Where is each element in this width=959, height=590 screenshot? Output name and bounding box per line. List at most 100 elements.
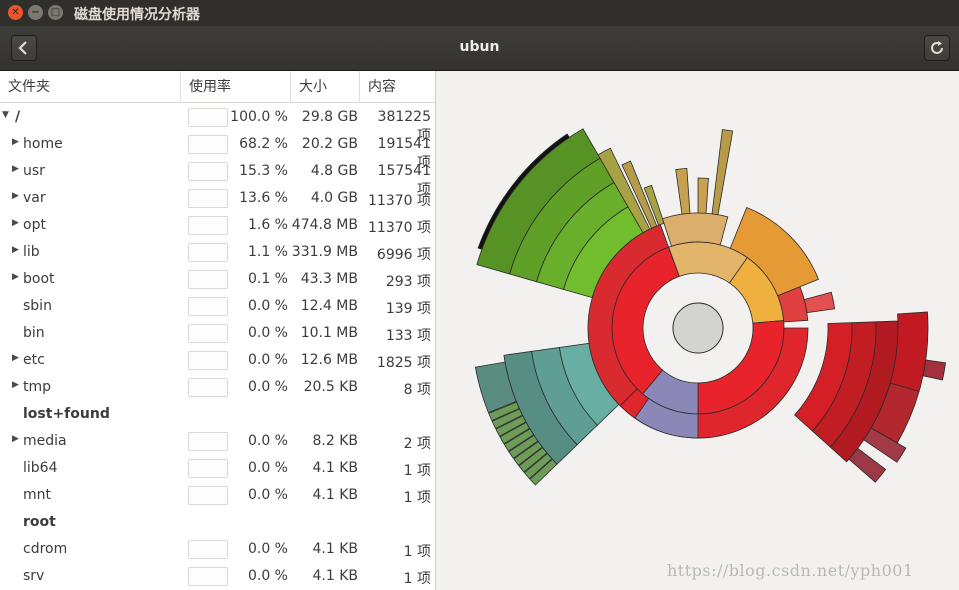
folder-name: bin bbox=[23, 325, 45, 341]
folder-name: etc bbox=[23, 352, 45, 368]
table-row[interactable]: cdrom 0.0 % 4.1 KB 1 项 bbox=[0, 536, 435, 563]
chevron-left-icon bbox=[18, 41, 27, 55]
folder-name: sbin bbox=[23, 298, 52, 314]
expander-open-icon[interactable]: ▼ bbox=[2, 110, 9, 120]
boot-subdir-segment[interactable] bbox=[711, 129, 734, 216]
folder-size: 20.2 GB bbox=[301, 136, 358, 152]
home-subdir-segment[interactable] bbox=[922, 359, 947, 381]
usr-edge-segment[interactable] bbox=[477, 133, 570, 250]
table-row[interactable]: ▶ tmp 0.0 % 20.5 KB 8 项 bbox=[0, 374, 435, 401]
table-row[interactable]: lib64 0.0 % 4.1 KB 1 项 bbox=[0, 455, 435, 482]
table-row[interactable]: ▶ opt 1.6 % 474.8 MB 11370 项 bbox=[0, 212, 435, 239]
expander-closed-icon[interactable]: ▶ bbox=[12, 164, 19, 174]
boot-subdir-segment[interactable] bbox=[697, 177, 709, 214]
expander-closed-icon[interactable]: ▶ bbox=[12, 272, 19, 282]
table-row[interactable]: srv 0.0 % 4.1 KB 1 项 bbox=[0, 563, 435, 590]
folder-name: cdrom bbox=[23, 541, 68, 557]
table-row[interactable]: ▶ boot 0.1 % 43.3 MB 293 项 bbox=[0, 266, 435, 293]
root-center-circle[interactable] bbox=[672, 302, 724, 354]
usage-percent: 13.6 % bbox=[239, 190, 288, 206]
folder-name: mnt bbox=[23, 487, 51, 503]
expander-closed-icon[interactable]: ▶ bbox=[12, 137, 19, 147]
expander-closed-icon[interactable]: ▶ bbox=[12, 380, 19, 390]
folder-size: 10.1 MB bbox=[300, 325, 358, 341]
usage-percent: 1.6 % bbox=[247, 217, 288, 233]
table-row[interactable]: ▶ etc 0.0 % 12.6 MB 1825 项 bbox=[0, 347, 435, 374]
usr-inner-segment[interactable] bbox=[587, 224, 670, 407]
home-subdir-segment[interactable] bbox=[863, 427, 907, 463]
folder-tree-panel: 文件夹 使用率 大小 内容 ▼ / 100.0 % 29.8 GB 381225 项 ▶ h… bbox=[0, 71, 436, 590]
item-count: 293 项 bbox=[385, 274, 431, 290]
column-header-folder[interactable]: 文件夹 bbox=[0, 71, 181, 103]
item-count: 11370 项 bbox=[368, 220, 431, 236]
table-row[interactable]: ▼ / 100.0 % 29.8 GB 381225 项 bbox=[0, 104, 435, 144]
var-subdir-segment[interactable] bbox=[474, 361, 517, 414]
folder-name: tmp bbox=[23, 379, 52, 395]
var-subdir-segment[interactable] bbox=[495, 415, 527, 437]
lib-subdir-segment[interactable] bbox=[803, 291, 836, 314]
usage-bar bbox=[188, 297, 228, 316]
boot-subdir-segment[interactable] bbox=[675, 167, 691, 215]
var-subdir-segment[interactable] bbox=[491, 408, 523, 430]
usage-bar bbox=[188, 162, 228, 181]
window-maximize-button[interactable]: □ bbox=[48, 5, 63, 20]
folder-name: lost+found bbox=[23, 406, 110, 422]
table-row[interactable]: ▶ media 0.0 % 8.2 KB 2 项 bbox=[0, 428, 435, 455]
table-row[interactable]: root bbox=[0, 509, 435, 536]
expander-closed-icon[interactable]: ▶ bbox=[12, 191, 19, 201]
window-close-button[interactable]: ✕ bbox=[8, 5, 23, 20]
usage-bar bbox=[188, 189, 228, 208]
expander-closed-icon[interactable]: ▶ bbox=[12, 353, 19, 363]
column-header-usage[interactable]: 使用率 bbox=[181, 71, 291, 103]
folder-size: 20.5 KB bbox=[303, 379, 358, 395]
item-count: 381225 项 bbox=[377, 109, 431, 144]
disk-usage-ring-chart[interactable] bbox=[437, 71, 959, 590]
folder-name: opt bbox=[23, 217, 46, 233]
expander-closed-icon[interactable]: ▶ bbox=[12, 218, 19, 228]
usage-percent: 0.0 % bbox=[247, 541, 288, 557]
table-row[interactable]: lost+found bbox=[0, 401, 435, 428]
item-count: 6996 项 bbox=[376, 247, 431, 263]
folder-name: srv bbox=[23, 568, 45, 584]
title-bar: ✕ − □ 磁盘使用情况分析器 bbox=[0, 0, 959, 26]
folder-size: 474.8 MB bbox=[291, 217, 358, 233]
table-row[interactable]: ▶ usr 15.3 % 4.8 GB 157541 项 bbox=[0, 158, 435, 198]
var-subdir-segment[interactable] bbox=[518, 447, 548, 473]
opt-inner-segment[interactable] bbox=[634, 397, 699, 439]
var-subdir-segment[interactable] bbox=[523, 452, 553, 480]
item-count: 1 项 bbox=[403, 571, 431, 587]
table-row[interactable]: bin 0.0 % 10.1 MB 133 项 bbox=[0, 320, 435, 347]
item-count: 1825 项 bbox=[376, 355, 431, 371]
var-subdir-segment[interactable] bbox=[529, 458, 558, 486]
usage-percent: 0.0 % bbox=[247, 352, 288, 368]
lib-subdir-segment[interactable] bbox=[729, 206, 820, 297]
usage-bar bbox=[188, 378, 228, 397]
usage-percent: 1.1 % bbox=[247, 244, 288, 260]
column-header-contents[interactable]: 内容 bbox=[368, 79, 396, 95]
window-minimize-button[interactable]: − bbox=[28, 5, 43, 20]
folder-name: / bbox=[15, 109, 21, 125]
usage-bar bbox=[188, 567, 228, 586]
var-subdir-segment[interactable] bbox=[513, 440, 543, 466]
table-row[interactable]: ▶ home 68.2 % 20.2 GB 191541 项 bbox=[0, 131, 435, 171]
usage-bar bbox=[188, 324, 228, 343]
home-subdir-segment[interactable] bbox=[848, 447, 887, 483]
back-button[interactable] bbox=[11, 35, 37, 61]
usage-bar bbox=[188, 459, 228, 478]
expander-closed-icon[interactable]: ▶ bbox=[12, 434, 19, 444]
column-header-size[interactable]: 大小 bbox=[291, 71, 360, 103]
table-row[interactable]: mnt 0.0 % 4.1 KB 1 项 bbox=[0, 482, 435, 509]
expander-closed-icon[interactable]: ▶ bbox=[12, 245, 19, 255]
folder-size: 43.3 MB bbox=[300, 271, 358, 287]
var-subdir-segment[interactable] bbox=[508, 434, 539, 459]
refresh-button[interactable] bbox=[924, 35, 950, 61]
var-subdir-segment[interactable] bbox=[503, 428, 535, 452]
var-subdir-segment[interactable] bbox=[499, 421, 531, 445]
folder-name: var bbox=[23, 190, 46, 206]
boot-subdir-segment[interactable] bbox=[661, 212, 729, 247]
var-subdir-segment[interactable] bbox=[488, 401, 520, 422]
table-row[interactable]: ▶ var 13.6 % 4.0 GB 11370 项 bbox=[0, 185, 435, 212]
table-row[interactable]: ▶ lib 1.1 % 331.9 MB 6996 项 bbox=[0, 239, 435, 266]
table-row[interactable]: sbin 0.0 % 12.4 MB 139 项 bbox=[0, 293, 435, 320]
